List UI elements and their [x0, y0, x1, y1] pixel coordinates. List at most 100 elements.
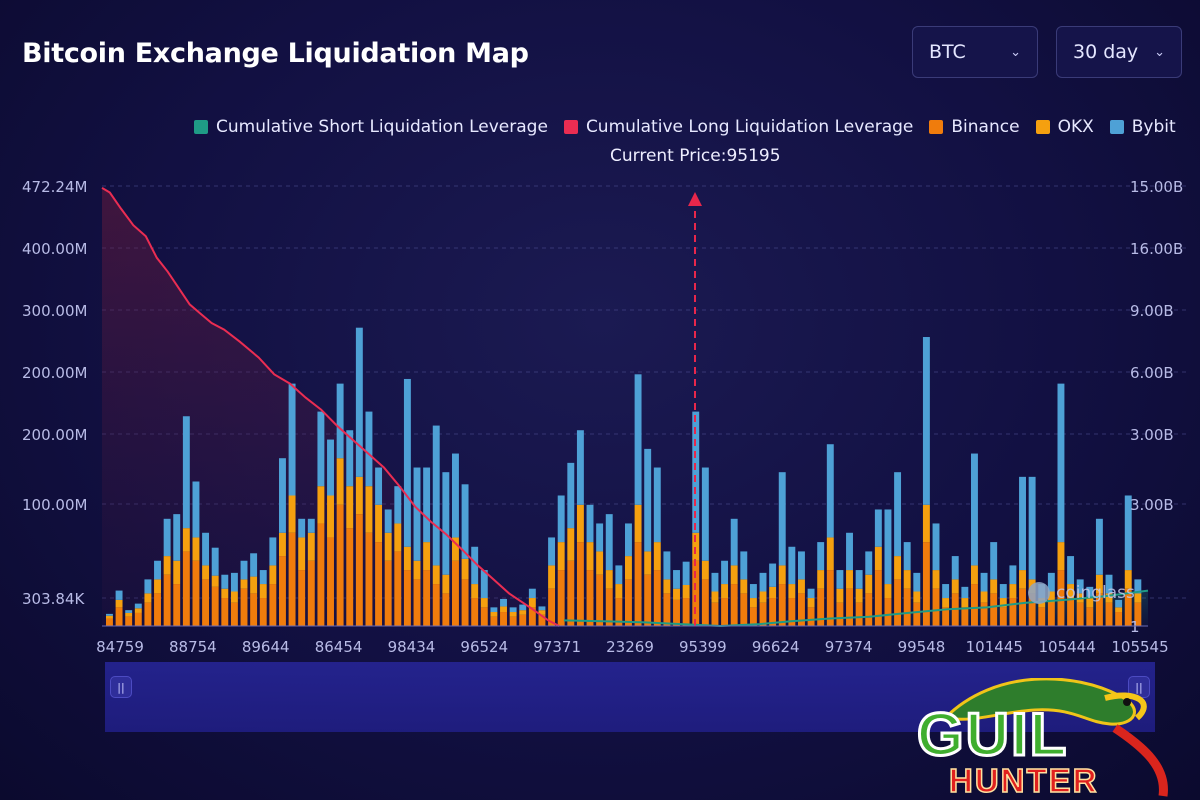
bar-okx [442, 574, 450, 594]
bar-okx [846, 570, 853, 589]
range-select[interactable]: 30 day ⌄ [1056, 26, 1182, 78]
bar-bybit [538, 606, 546, 611]
bar-binance [846, 588, 853, 626]
y-left-tick-label: 100.00M [22, 496, 87, 514]
bar-bybit [471, 546, 479, 585]
bar-binance [836, 602, 844, 626]
bar-bybit [509, 607, 517, 613]
zoom-handle-left[interactable]: || [110, 676, 132, 698]
bar-bybit [182, 416, 190, 529]
bar-okx [240, 579, 248, 589]
bar-okx [625, 556, 632, 580]
bar-okx [452, 537, 459, 561]
bar-binance [1009, 598, 1017, 626]
bar-binance [365, 532, 373, 626]
y-right-tick-label: 9.00B [1130, 302, 1174, 320]
bar-binance [423, 570, 431, 626]
bar-okx [644, 551, 652, 575]
bar-okx [394, 523, 402, 552]
bar-binance [192, 560, 200, 626]
bar-binance [490, 616, 498, 626]
bar-bybit [557, 495, 565, 543]
bar-binance [932, 588, 940, 626]
bar-okx [567, 528, 575, 561]
snake-logo-icon [941, 678, 1168, 797]
legend-item-bybit[interactable]: Bybit [1109, 117, 1176, 137]
bar-okx [519, 610, 527, 615]
bar-okx [730, 565, 738, 585]
chart-legend: Cumulative Short Liquidation Leverage Cu… [194, 117, 1192, 137]
bar-bybit [884, 509, 892, 585]
x-tick-label: 98434 [388, 638, 436, 656]
bar-okx [528, 598, 536, 608]
bar-okx [106, 615, 113, 619]
legend-item-okx[interactable]: OKX [1035, 117, 1094, 137]
bar-binance [250, 593, 258, 626]
bar-binance [298, 570, 306, 626]
bar-bybit [817, 542, 825, 571]
bar-binance [807, 607, 815, 626]
bar-binance [682, 598, 690, 626]
long-cumulative-area [102, 187, 560, 626]
watermark-text: coinglass [1056, 583, 1135, 603]
bar-okx [279, 532, 286, 557]
bar-okx [250, 576, 258, 594]
bar-binance [432, 584, 440, 626]
bar-okx [221, 588, 229, 599]
bar-bybit [154, 560, 161, 580]
bar-bybit [865, 551, 873, 575]
bar-binance [903, 588, 911, 626]
bar-bybit [202, 532, 210, 566]
legend-item-binance[interactable]: Binance [929, 117, 1020, 137]
bar-bybit [307, 518, 315, 533]
bar-okx [1105, 593, 1113, 603]
bar-okx [855, 588, 863, 603]
bar-binance [134, 612, 142, 626]
bar-okx [673, 588, 680, 600]
bar-okx [701, 560, 709, 580]
bar-bybit [701, 467, 709, 561]
legend-item-short[interactable]: Cumulative Short Liquidation Leverage [194, 117, 548, 137]
bar-okx [826, 537, 834, 571]
x-tick-label: 101445 [966, 638, 1023, 656]
bar-binance [115, 607, 123, 626]
bar-bybit [115, 590, 123, 600]
bar-binance [317, 523, 325, 626]
bar-okx [259, 584, 267, 599]
chevron-down-icon: ⌄ [1154, 44, 1165, 60]
bar-okx [500, 606, 507, 613]
legend-item-long[interactable]: Cumulative Long Liquidation Leverage [563, 117, 913, 137]
asset-select[interactable]: BTC ⌄ [912, 26, 1038, 78]
bar-bybit [826, 444, 834, 538]
bar-binance [403, 570, 411, 626]
bar-okx [1086, 598, 1094, 608]
bar-bybit [375, 467, 383, 505]
bar-okx [788, 584, 796, 599]
bar-binance [634, 542, 642, 626]
bar-okx [375, 504, 383, 543]
bar-okx [163, 556, 171, 575]
bar-okx [548, 565, 556, 589]
range-select-value: 30 day [1073, 41, 1139, 63]
bar-okx [576, 504, 584, 543]
bar-binance [596, 574, 604, 626]
bar-okx [413, 560, 421, 580]
bar-binance [759, 602, 767, 626]
bar-binance [788, 598, 796, 626]
bar-okx [874, 546, 882, 571]
bar-binance [922, 542, 930, 626]
bar-bybit [740, 551, 748, 580]
bar-bybit [769, 563, 777, 587]
current-price-label: Current Price:95195 [610, 146, 781, 166]
bar-bybit [567, 462, 575, 529]
bar-bybit [846, 532, 853, 571]
bar-okx [615, 584, 623, 599]
bar-binance [1047, 602, 1055, 626]
bar-okx [759, 591, 767, 603]
bar-binance [1067, 598, 1075, 626]
bar-bybit [999, 584, 1007, 599]
bar-bybit [548, 537, 556, 566]
bar-bybit [682, 561, 690, 585]
bar-okx [836, 588, 844, 603]
